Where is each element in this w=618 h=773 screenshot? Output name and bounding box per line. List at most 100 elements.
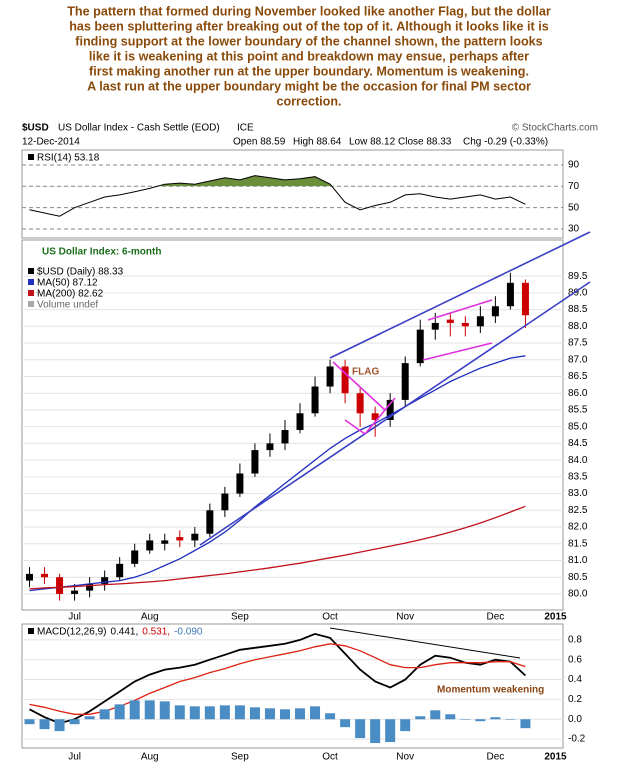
credit: © StockCharts.com bbox=[512, 123, 598, 134]
candle-body bbox=[386, 399, 394, 420]
x-tick-label: Oct bbox=[322, 612, 338, 623]
histogram-bar bbox=[445, 714, 456, 720]
y-tick-label: 80.5 bbox=[568, 572, 588, 583]
candle-body bbox=[206, 510, 214, 534]
candle-body bbox=[506, 282, 514, 307]
rsi-panel bbox=[21, 149, 564, 239]
candle-body bbox=[446, 319, 454, 323]
commentary-line: correction. bbox=[276, 94, 341, 108]
histogram-bar bbox=[520, 719, 531, 729]
candle-body bbox=[491, 306, 499, 317]
candle-body bbox=[461, 322, 469, 327]
channel-lower bbox=[199, 281, 591, 546]
legend-entry: 0.531, bbox=[142, 627, 170, 638]
histogram-bar bbox=[264, 708, 275, 720]
y-tick-label: 87.5 bbox=[568, 338, 588, 349]
histogram-bar bbox=[415, 716, 426, 720]
histogram-bar bbox=[54, 719, 65, 732]
commentary-line: A last run at the upper boundary might b… bbox=[87, 79, 531, 93]
candle-body bbox=[401, 363, 409, 400]
y-tick-label: 86.5 bbox=[568, 371, 588, 382]
rsi-title: RSI(14) 53.18 bbox=[37, 153, 100, 164]
exchange: ICE bbox=[237, 123, 254, 134]
y-tick-label: -0.2 bbox=[568, 734, 586, 745]
x-tick-label: Nov bbox=[396, 612, 414, 623]
candle-body bbox=[521, 282, 529, 316]
commentary-line: finding support at the lower boundary of… bbox=[75, 34, 542, 48]
x-tick-label: Aug bbox=[141, 752, 159, 763]
y-tick-label: 81.5 bbox=[568, 538, 588, 549]
legend-swatch bbox=[28, 290, 34, 296]
rsi-line bbox=[29, 175, 526, 217]
flag-line bbox=[422, 342, 493, 361]
candle-body bbox=[476, 316, 484, 327]
candle-body bbox=[311, 386, 319, 414]
moving-average bbox=[29, 505, 526, 590]
y-tick-label: 70 bbox=[568, 181, 580, 192]
y-tick-label: 0.8 bbox=[568, 635, 582, 646]
x-tick-label: 2015 bbox=[544, 752, 567, 763]
histogram-bar bbox=[430, 710, 441, 720]
histogram-bar bbox=[39, 719, 50, 730]
y-tick-label: 83.5 bbox=[568, 471, 588, 482]
histogram-bar bbox=[505, 719, 516, 720]
quote: Open 88.59 bbox=[233, 137, 286, 148]
histogram-bar bbox=[99, 709, 110, 720]
x-tick-label: Aug bbox=[141, 612, 159, 623]
candle-body bbox=[236, 473, 244, 494]
candle-body bbox=[371, 413, 379, 420]
legend-entry: MA(50) 87.12 bbox=[37, 278, 98, 289]
price-panel bbox=[21, 239, 564, 611]
candle-body bbox=[431, 322, 439, 330]
candle-body bbox=[326, 366, 334, 387]
candle-body bbox=[281, 430, 289, 444]
y-tick-label: 81.0 bbox=[568, 555, 588, 566]
histogram-bar bbox=[69, 719, 80, 725]
y-tick-label: 83.0 bbox=[568, 488, 588, 499]
candle-body bbox=[266, 443, 274, 451]
macd-line bbox=[29, 632, 527, 725]
histogram-bar bbox=[24, 719, 35, 725]
quote: Low 88.12 bbox=[349, 137, 396, 148]
channel-upper bbox=[329, 231, 591, 359]
flag-line bbox=[427, 299, 493, 321]
quote: Close 88.33 bbox=[398, 137, 452, 148]
legend-entry: 0.441, bbox=[110, 627, 138, 638]
histogram-bar bbox=[475, 719, 486, 722]
histogram-bar bbox=[295, 708, 306, 720]
candle-body bbox=[101, 577, 109, 584]
y-tick-label: 0.0 bbox=[568, 714, 582, 725]
y-tick-label: 89.5 bbox=[568, 271, 588, 282]
x-tick-label: Dec bbox=[486, 752, 504, 763]
candle-body bbox=[41, 573, 49, 578]
trend-lines bbox=[199, 231, 591, 546]
legend-swatch bbox=[28, 154, 34, 160]
commentary-line: The pattern that formed during November … bbox=[67, 4, 551, 18]
symbol-name: US Dollar Index - Cash Settle (EOD) bbox=[58, 123, 220, 134]
candle-body bbox=[251, 450, 259, 474]
flag-line bbox=[332, 361, 386, 411]
date: 12-Dec-2014 bbox=[22, 137, 80, 148]
candle-body bbox=[296, 413, 304, 431]
candle-body bbox=[221, 493, 229, 511]
candle-body bbox=[341, 366, 349, 394]
y-tick-label: 89.0 bbox=[568, 287, 588, 298]
candle-body bbox=[131, 550, 139, 564]
macd-panel bbox=[21, 623, 564, 749]
x-tick-label: Nov bbox=[396, 752, 414, 763]
macd-line bbox=[29, 643, 526, 715]
annotation: FLAG bbox=[352, 367, 379, 378]
histogram-bar bbox=[460, 719, 471, 720]
legend-swatch bbox=[28, 279, 34, 285]
y-tick-label: 88.5 bbox=[568, 304, 588, 315]
quote: Chg -0.29 (-0.33%) bbox=[463, 137, 548, 148]
x-tick-label: 2015 bbox=[544, 612, 567, 623]
histogram-bar bbox=[370, 719, 381, 744]
main-title: US Dollar Index: 6-month bbox=[42, 247, 161, 258]
legend-entry: -0.090 bbox=[174, 627, 203, 638]
candle-body bbox=[416, 329, 424, 364]
x-tick-label: Dec bbox=[486, 612, 504, 623]
x-tick-label: Jul bbox=[68, 612, 81, 623]
commentary-line: has been spluttering after breaking out … bbox=[69, 19, 549, 33]
